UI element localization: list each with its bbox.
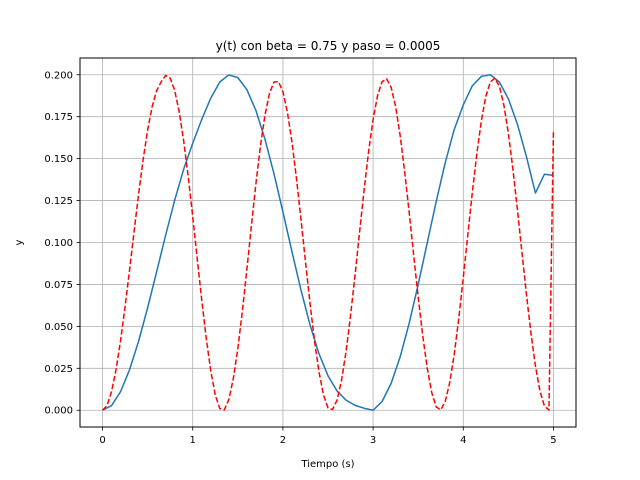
axis-ticks: 0 1 2 3 4 5 0.000 0.025 0.050 0.075 0.100 0.125 0.15… [44,70,556,446]
series-layer [102,74,555,411]
y-tick-label: 0.000 [44,406,73,417]
chart-title: y(t) con beta = 0.75 y paso = 0.0005 [216,39,441,53]
y-tick-label: 0.125 [44,196,73,207]
series-dashed-line [102,74,555,411]
y-tick-label: 0.150 [44,154,73,165]
y-axis-label: y [14,239,25,245]
x-tick-label: 5 [550,435,556,446]
x-tick-label: 2 [280,435,286,446]
y-tick-label: 0.175 [44,112,73,123]
x-tick-label: 4 [460,435,466,446]
series-solid-line [102,74,554,411]
x-tick-label: 1 [190,435,196,446]
x-axis-label: Tiempo (s) [300,459,354,470]
y-tick-label: 0.050 [44,322,73,333]
y-tick-label: 0.075 [44,280,73,291]
x-tick-label: 0 [99,435,105,446]
y-tick-label: 0.100 [44,238,73,249]
grid [80,58,576,427]
y-tick-label: 0.025 [44,364,73,375]
y-tick-label: 0.200 [44,70,73,81]
x-tick-label: 3 [370,435,376,446]
